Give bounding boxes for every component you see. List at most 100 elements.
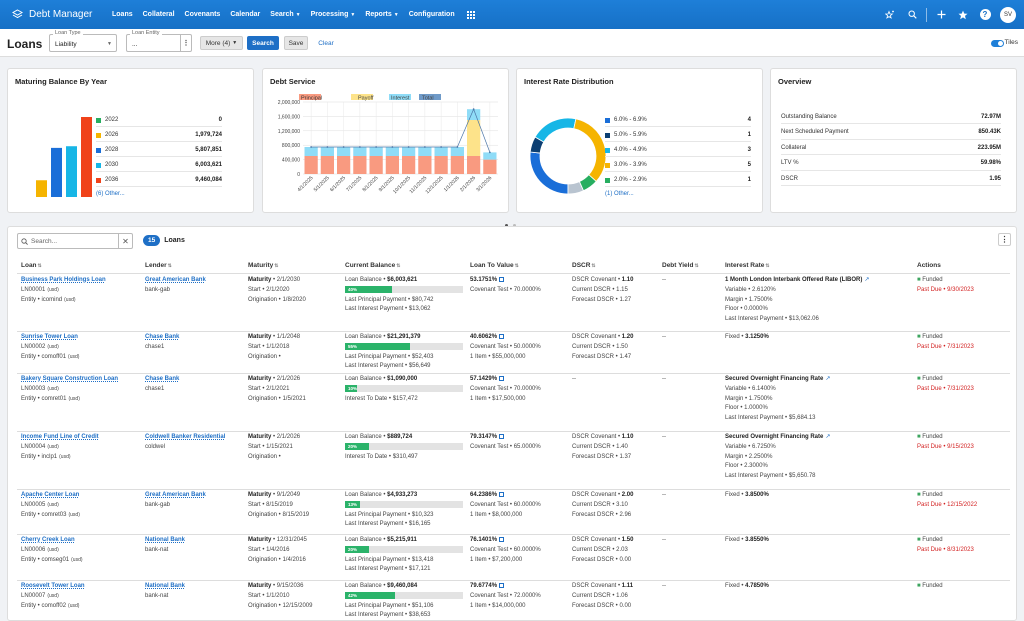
legend-row[interactable]: 2028 5,807,851 xyxy=(96,144,222,157)
column-header-current-balance[interactable]: Current Balance⇅ xyxy=(345,262,400,274)
nav-item-reports[interactable]: Reports ▼ xyxy=(365,11,398,18)
column-header-actions[interactable]: Actions xyxy=(917,262,941,274)
help-icon[interactable]: ? xyxy=(979,9,991,20)
legend-value: 5 xyxy=(747,162,751,168)
interest-rate-sep: • xyxy=(739,492,746,498)
interest-other-link[interactable]: (1) Other... xyxy=(605,191,634,197)
maturity-line-value: 2/1/2030 xyxy=(276,277,301,283)
interest-bar xyxy=(402,147,416,156)
search-button[interactable]: Search xyxy=(247,36,279,50)
legend-row[interactable]: 3.0% - 3.9% 5 xyxy=(605,159,751,172)
carousel-dot[interactable] xyxy=(505,224,508,227)
balance-line: Interest To Date • $310,497 xyxy=(345,453,467,463)
column-header-loan-to-value[interactable]: Loan To Value⇅ xyxy=(470,262,519,274)
maturity-line-value: 1/8/2020 xyxy=(282,296,306,303)
past-due-line[interactable]: Past Due • 9/30/2023 xyxy=(917,286,1007,296)
lender-link[interactable]: National Bank xyxy=(145,537,186,543)
loan-name-link[interactable]: Roosevelt Tower Loan xyxy=(21,583,85,589)
table-row: Income Fund Line of Credit LN00004 (usd) En… xyxy=(8,431,1016,489)
entity-menu-icon[interactable]: ⋮ xyxy=(180,35,191,51)
column-header-maturity[interactable]: Maturity⇅ xyxy=(248,262,278,274)
external-link-icon[interactable] xyxy=(499,433,505,439)
loan-name-link[interactable]: Sunrise Tower Loan xyxy=(21,334,78,340)
chevron-down-icon: ▼ xyxy=(232,40,238,46)
loan-name-link[interactable]: Business Park Holdings Loan xyxy=(21,277,106,283)
column-header-loan[interactable]: Loan⇅ xyxy=(21,262,42,274)
legend-row[interactable]: 2.0% - 2.9% 1 xyxy=(605,174,751,187)
nav-item-configuration[interactable]: Configuration xyxy=(409,11,455,18)
column-header-debt-yield[interactable]: Debt Yield⇅ xyxy=(662,262,699,274)
lender-link[interactable]: Great American Bank xyxy=(145,492,206,498)
favorite-magic-icon[interactable] xyxy=(879,9,901,20)
nav-item-loans[interactable]: Loans xyxy=(112,11,133,18)
past-due-line[interactable]: Past Due • 12/15/2022 xyxy=(917,501,1007,511)
lender-link[interactable]: National Bank xyxy=(145,583,186,589)
external-link-icon[interactable] xyxy=(499,491,505,497)
external-link-icon[interactable] xyxy=(499,536,505,542)
maturing-other-link[interactable]: (6) Other... xyxy=(96,191,125,197)
loan-name-link[interactable]: Bakery Square Construction Loan xyxy=(21,376,119,382)
total-point xyxy=(375,146,378,148)
column-header-lender[interactable]: Lender⇅ xyxy=(145,262,172,274)
tiles-toggle[interactable] xyxy=(991,40,1004,47)
column-header-dscr[interactable]: DSCR⇅ xyxy=(572,262,596,274)
apps-grid-icon[interactable] xyxy=(466,10,475,19)
interest-rate-line: Floor • 1.0000% xyxy=(725,404,910,414)
nav-item-covenants[interactable]: Covenants xyxy=(185,11,221,18)
clear-button[interactable]: Clear xyxy=(318,39,334,47)
close-icon[interactable]: ✕ xyxy=(118,234,132,248)
past-due-line[interactable]: Past Due • 7/31/2023 xyxy=(917,385,1007,395)
list-menu-icon[interactable]: ⋮ xyxy=(998,233,1011,246)
balance-line: Last Principal Payment • $80,742 xyxy=(345,296,467,306)
past-due-line[interactable]: Past Due • 9/15/2023 xyxy=(917,443,1007,453)
external-link-icon[interactable] xyxy=(499,375,505,381)
nav-item-collateral[interactable]: Collateral xyxy=(143,11,175,18)
y-tick-label: 0 xyxy=(297,172,300,178)
trend-chart-icon[interactable]: ↗ xyxy=(864,277,870,283)
lender-link[interactable]: Great American Bank xyxy=(145,277,206,283)
loan-type-select[interactable]: Loan Type Liability ▼ xyxy=(49,30,117,52)
brand[interactable]: Debt Manager xyxy=(0,9,112,20)
loan-name-link[interactable]: Apache Center Loan xyxy=(21,492,80,498)
external-link-icon[interactable] xyxy=(499,333,505,339)
dscr-sep: • xyxy=(614,453,620,460)
add-icon[interactable] xyxy=(930,10,952,19)
past-due-line[interactable]: Past Due • 8/31/2023 xyxy=(917,546,1007,556)
legend-row[interactable]: 2026 1,979,724 xyxy=(96,129,222,142)
ltv-line: 40.6062% xyxy=(470,333,565,343)
legend-row[interactable]: 6.0% - 6.9% 4 xyxy=(605,114,751,127)
loan-name-link[interactable]: Income Fund Line of Credit xyxy=(21,434,99,440)
interest-rate-line-value: 2.2500% xyxy=(748,453,773,460)
search-icon[interactable] xyxy=(901,10,923,19)
nav-item-calendar[interactable]: Calendar xyxy=(230,11,260,18)
legend-row[interactable]: 2036 9,460,084 xyxy=(96,174,222,187)
external-link-icon[interactable] xyxy=(499,582,505,588)
save-button[interactable]: Save xyxy=(284,36,308,50)
legend-row[interactable]: 4.0% - 4.9% 3 xyxy=(605,144,751,157)
list-search-input[interactable]: Search... ✕ xyxy=(17,233,133,249)
carousel-dot[interactable] xyxy=(513,224,516,227)
trend-chart-icon[interactable]: ↗ xyxy=(825,376,831,382)
lender-link[interactable]: Chase Bank xyxy=(145,334,180,340)
external-link-icon[interactable] xyxy=(499,276,505,282)
legend-row[interactable]: 2022 0 xyxy=(96,114,222,127)
past-due-date: 12/15/2022 xyxy=(947,501,978,508)
star-icon[interactable] xyxy=(952,10,974,20)
ltv-cell: 79.3147% Covenant Test • 65.0000% xyxy=(470,433,565,453)
avatar[interactable]: SV xyxy=(1000,6,1016,23)
column-header-interest-rate[interactable]: Interest Rate⇅ xyxy=(725,262,770,274)
nav-item-search[interactable]: Search ▼ xyxy=(270,11,300,18)
status-badge: Funded xyxy=(922,334,943,340)
lender-link[interactable]: Chase Bank xyxy=(145,376,180,382)
past-due-line[interactable]: Past Due • 7/31/2023 xyxy=(917,343,1007,353)
loan-entity-field[interactable]: Loan Entity ... ⋮ xyxy=(126,30,192,52)
trend-chart-icon[interactable]: ↗ xyxy=(825,434,831,440)
maturity-line-label: Origination xyxy=(248,556,278,563)
loan-name-link[interactable]: Cherry Creek Loan xyxy=(21,537,75,543)
more-button[interactable]: More (4) ▼ xyxy=(200,36,243,50)
nav-item-processing[interactable]: Processing ▼ xyxy=(311,11,356,18)
legend-row[interactable]: 2030 6,003,621 xyxy=(96,159,222,172)
interest-rate-line-label: Variable xyxy=(725,385,747,392)
legend-row[interactable]: 5.0% - 5.9% 1 xyxy=(605,129,751,142)
lender-link[interactable]: Coldwell Banker Residential xyxy=(145,434,226,440)
